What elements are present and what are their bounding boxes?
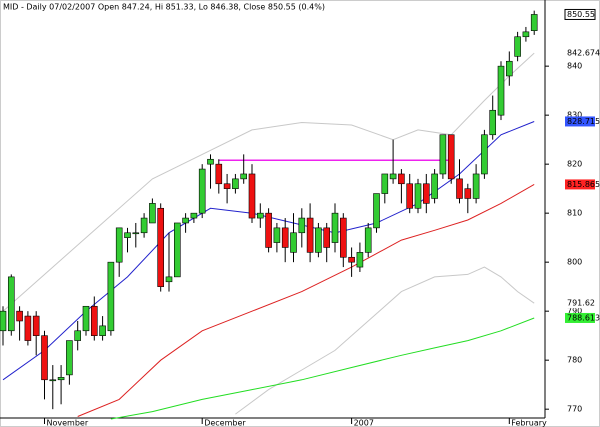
- y-tick-label: 840: [567, 62, 582, 71]
- candle-body: [447, 134, 455, 180]
- candle-body: [464, 188, 472, 199]
- price-label: 842.674: [567, 49, 600, 58]
- candle-body: [373, 193, 380, 229]
- candle-body: [41, 335, 48, 381]
- candle-body: [356, 252, 364, 268]
- candle-body: [57, 377, 65, 381]
- y-tick-label: 830: [567, 111, 582, 120]
- candle-body: [24, 315, 32, 341]
- candle-body: [348, 256, 355, 263]
- last-price-label: 850.55: [567, 10, 595, 19]
- overlay-line: [2, 52, 535, 312]
- candle-body: [530, 14, 538, 31]
- candle-body: [323, 227, 331, 248]
- candle-body: [489, 109, 497, 136]
- y-tick-label: 820: [567, 160, 582, 169]
- candle-body: [340, 217, 347, 258]
- price-label-box: [565, 116, 595, 127]
- price-label-box: [565, 298, 595, 309]
- candle-body: [173, 222, 181, 278]
- candle-body: [522, 31, 530, 38]
- candle-body: [198, 168, 206, 214]
- candle-body: [66, 340, 73, 376]
- candle-body: [414, 183, 422, 209]
- candle-body: [306, 217, 314, 253]
- chart-title: MID - Daily 07/02/2007 Open 847.24, Hi 8…: [3, 3, 325, 12]
- candle-body: [232, 178, 239, 189]
- x-tick-label: December: [204, 419, 246, 427]
- candle-body: [107, 261, 115, 332]
- candle-body: [506, 60, 513, 77]
- candle-body: [165, 276, 173, 283]
- candle-body: [74, 330, 81, 341]
- candle-body: [514, 36, 521, 57]
- candle-body: [115, 227, 123, 263]
- candle-body: [99, 325, 106, 336]
- candle-body: [265, 212, 272, 248]
- candle-body: [439, 134, 447, 175]
- candle-body: [90, 305, 98, 336]
- candle-body: [140, 217, 148, 234]
- candle-body: [298, 217, 306, 234]
- candle-body: [423, 183, 430, 204]
- candle-body: [207, 158, 214, 165]
- candle-body: [0, 310, 7, 332]
- price-label: 828.715: [567, 117, 600, 126]
- candle-body: [290, 232, 297, 253]
- candle-body: [16, 310, 23, 322]
- candle-body: [240, 173, 247, 180]
- candle-body: [389, 173, 397, 180]
- y-tick-label: 780: [567, 356, 582, 365]
- candle-body: [157, 207, 164, 287]
- candle-body: [124, 232, 131, 238]
- price-label: 788.613: [567, 313, 600, 322]
- candle-body: [49, 379, 57, 382]
- candle-body: [132, 232, 140, 235]
- price-label-box: [565, 312, 595, 323]
- y-tick-label: 810: [567, 209, 582, 218]
- candle-body: [481, 134, 488, 175]
- candle-body: [406, 183, 414, 209]
- candle-body: [281, 227, 289, 248]
- last-price-box: [564, 8, 596, 20]
- candle-body: [497, 65, 505, 116]
- overlay-line: [235, 266, 535, 415]
- price-label-box: [565, 48, 595, 59]
- candle-body: [331, 212, 339, 243]
- candle-body: [182, 217, 189, 224]
- candle-body: [248, 173, 256, 219]
- x-tick-label: February: [511, 419, 547, 427]
- overlay-line: [77, 183, 535, 417]
- candle-body: [456, 178, 463, 199]
- y-tick-label: 790: [567, 307, 582, 316]
- x-tick-label: 2007: [354, 419, 374, 427]
- overlay-line: [110, 317, 535, 420]
- candle-body: [472, 173, 480, 199]
- y-tick-label: 770: [567, 405, 582, 414]
- candle-body: [82, 305, 90, 332]
- candle-body: [398, 173, 405, 185]
- candle-body: [149, 203, 156, 224]
- candle-body: [364, 227, 372, 253]
- candle-body: [315, 227, 322, 253]
- y-tick-label: 800: [567, 258, 582, 267]
- candle-body: [32, 315, 40, 336]
- candle-body: [431, 173, 438, 199]
- price-label: 815.865: [567, 180, 600, 189]
- price-label-box: [565, 179, 595, 190]
- price-label: 791.62: [567, 299, 595, 308]
- candle-body: [256, 212, 264, 219]
- candle-body: [273, 227, 281, 243]
- x-tick-label: November: [46, 419, 88, 427]
- candle-body: [223, 183, 231, 189]
- candle-body: [215, 163, 223, 185]
- candle-body: [7, 276, 15, 332]
- candle-body: [190, 212, 198, 219]
- candle-body: [381, 173, 389, 194]
